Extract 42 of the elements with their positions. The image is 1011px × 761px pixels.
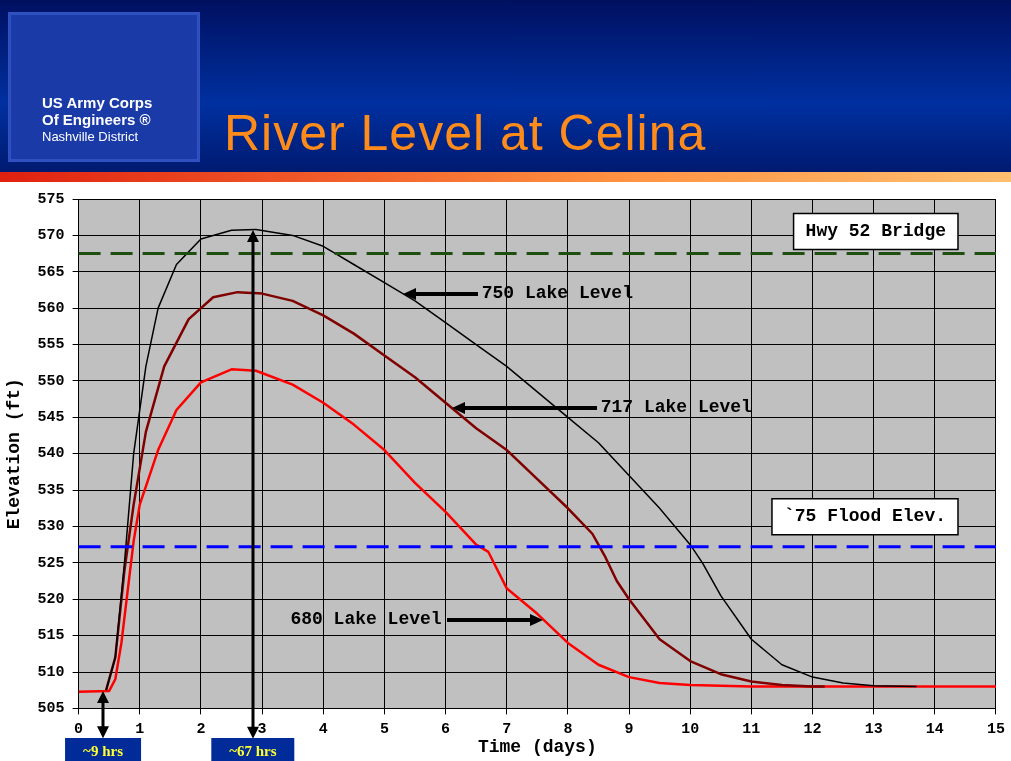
- ref-line-label: `75 Flood Elev.: [783, 506, 946, 527]
- y-tick-label: 520: [37, 591, 65, 609]
- text: Of Engineers ®: [42, 111, 152, 128]
- x-tick-label: 8: [563, 721, 573, 739]
- y-tick-label: 510: [37, 663, 65, 681]
- y-tick-label: 575: [37, 190, 65, 208]
- y-tick-label: 565: [37, 263, 65, 281]
- text: US Army Corps: [42, 94, 153, 111]
- y-tick-label: 525: [37, 554, 65, 572]
- x-tick-label: 15: [986, 721, 1006, 739]
- text: Nashville District: [42, 128, 140, 145]
- x-tick-label: 0: [74, 721, 84, 739]
- y-tick-label: 540: [37, 445, 65, 463]
- x-tick-label: 12: [803, 721, 822, 739]
- x-tick-label: 6: [441, 721, 451, 739]
- y-tick-label: 550: [37, 372, 65, 390]
- text: ~9 hrs: [65, 738, 142, 761]
- x-tick-label: 4: [318, 721, 328, 739]
- annotation: 680 Lake Level: [290, 608, 442, 629]
- x-tick-label: 9: [624, 721, 634, 739]
- y-tick-label: 530: [37, 518, 65, 536]
- x-tick-label: 2: [196, 721, 206, 739]
- y-tick-label: 560: [37, 299, 65, 317]
- y-tick-label: 555: [37, 336, 65, 354]
- text: ~67 hrs: [211, 738, 295, 761]
- y-axis-title: Elevation (ft): [4, 378, 25, 530]
- x-axis-title: Time (days): [477, 736, 597, 757]
- x-tick-label: 10: [681, 721, 700, 739]
- ref-line-label: Hwy 52 Bridge: [805, 221, 947, 242]
- x-tick-label: 3: [257, 721, 267, 739]
- x-tick-label: 13: [864, 721, 883, 739]
- y-tick-label: 505: [37, 700, 65, 718]
- x-tick-label: 1: [135, 721, 145, 739]
- y-tick-label: 545: [37, 409, 65, 427]
- y-tick-label: 570: [37, 227, 65, 245]
- y-tick-label: 515: [37, 627, 65, 645]
- chart-title: River Level at Celina: [224, 104, 707, 162]
- x-tick-label: 5: [379, 721, 389, 739]
- x-tick-label: 11: [742, 721, 761, 739]
- x-tick-label: 14: [925, 721, 944, 739]
- x-tick-label: 7: [502, 721, 512, 739]
- y-tick-label: 535: [37, 481, 65, 499]
